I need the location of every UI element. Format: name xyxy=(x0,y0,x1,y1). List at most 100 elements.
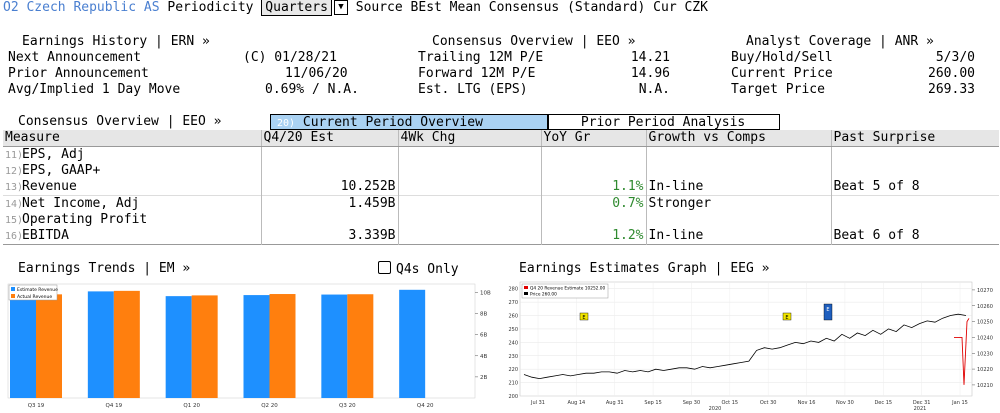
plot-area xyxy=(7,283,476,399)
earnings-trends-chart: 2B 4B 6B 8B 10B Q3 19 Q4 19 Q1 20 Q2 20 Q3 20 Q4 2… xyxy=(7,283,491,409)
legend-label-actual: Actual Revenue xyxy=(17,294,52,300)
tab-prior-period[interactable]: 21) Prior Period Analysis (Q3/20) xyxy=(548,114,780,146)
left-tick-label: 240 xyxy=(508,340,518,346)
right-tick-label: 10250 xyxy=(977,320,993,326)
table-row[interactable]: 15)Operating Profit xyxy=(3,211,999,228)
bar-estimate xyxy=(321,294,348,398)
x-tick-label: Jan 15 xyxy=(951,400,968,406)
col-est[interactable]: Q4/20 Est xyxy=(260,130,398,147)
col-surprise[interactable]: Past Surprise xyxy=(830,130,999,147)
avg-move-label: Avg/Implied 1 Day Move xyxy=(8,82,181,97)
estimate-line xyxy=(954,318,970,385)
x-tick-label: Q1 20 xyxy=(183,403,200,409)
analyst-coverage-title[interactable]: Analyst Coverage | ANR » xyxy=(746,34,934,49)
earnings-event-marker xyxy=(579,312,589,321)
table-row[interactable]: 16)EBITDA 3.339B 1.2% In-line Beat 6 of 8 xyxy=(3,227,999,245)
x-tick-label: Oct 15 xyxy=(722,400,739,406)
periodicity-label: Periodicity xyxy=(167,0,254,15)
left-tick-label: 280 xyxy=(508,287,518,293)
x-tick-label: Aug 31 xyxy=(606,400,624,406)
left-tick-label: 230 xyxy=(508,354,518,360)
next-announcement-value: (C) 01/28/21 xyxy=(243,50,337,65)
ltg-value: N.A. xyxy=(638,82,670,97)
right-tick-label: 10260 xyxy=(977,304,993,310)
consensus-overview-title[interactable]: Consensus Overview | EEO » xyxy=(432,34,636,49)
x-tick-label: Dec 31 xyxy=(913,400,931,406)
x-tick-label: Q3 20 xyxy=(339,403,356,409)
q4s-only-toggle[interactable]: Q4s Only xyxy=(378,261,459,278)
year-label: 2021 xyxy=(914,406,927,412)
bar-estimate xyxy=(10,293,36,398)
source-text: Source BEst Mean Consensus (Standard) Cu… xyxy=(355,0,708,15)
x-tick-label: Oct 30 xyxy=(760,400,777,406)
x-tick-label: Aug 14 xyxy=(568,400,586,406)
price-line xyxy=(523,313,967,380)
prior-announcement-value: 11/06/20 xyxy=(285,66,348,81)
target-price-label: Target Price xyxy=(731,82,825,97)
trailing-pe-label: Trailing 12M P/E xyxy=(418,50,544,65)
consensus-tabs-title[interactable]: Consensus Overview | EEO » xyxy=(18,114,222,129)
earnings-event-marker xyxy=(823,303,833,321)
bar-actual xyxy=(347,294,374,398)
x-tick-label: Q2 20 xyxy=(261,403,278,409)
company-name[interactable]: O2 Czech Republic AS xyxy=(3,0,160,15)
x-tick-label: Nov 30 xyxy=(836,400,854,406)
periodicity-dropdown[interactable]: Quarters xyxy=(261,0,332,16)
x-tick-label: Q3 19 xyxy=(28,403,45,409)
left-tick-label: 250 xyxy=(508,327,518,333)
bar-estimate xyxy=(165,296,192,398)
legend-swatch-estimate xyxy=(11,287,15,291)
plot-area xyxy=(519,281,973,397)
table-row[interactable]: 12)EPS, GAAP+ xyxy=(3,162,999,179)
col-yoy[interactable]: YoY Gr xyxy=(540,130,646,147)
table-header-row: Measure Q4/20 Est 4Wk Chg YoY Gr Growth … xyxy=(3,130,999,147)
x-tick-label: Sep 30 xyxy=(683,400,700,406)
table-row[interactable]: 14)Net Income, Adj 1.459B 0.7% Stronger xyxy=(3,195,999,212)
col-measure[interactable]: Measure xyxy=(3,130,261,147)
row-measure: Net Income, Adj xyxy=(22,195,140,211)
table-row[interactable]: 13)Revenue 10.252B 1.1% In-line Beat 5 of … xyxy=(3,178,999,196)
left-tick-label: 220 xyxy=(508,367,518,373)
earnings-event-label: E xyxy=(826,307,829,313)
earnings-history-title[interactable]: Earnings History | ERN » xyxy=(22,34,210,49)
legend-swatch-actual xyxy=(11,294,15,298)
year-label: 2020 xyxy=(709,406,722,412)
x-tick-label: Dec 15 xyxy=(874,400,892,406)
earnings-event-label: E xyxy=(785,315,788,321)
x-tick-label: Sep 15 xyxy=(644,400,661,406)
left-tick-label: 270 xyxy=(508,300,518,306)
x-tick-label: Q4 19 xyxy=(106,403,123,409)
legend-label-estimate: Estimate Revenue xyxy=(17,287,58,293)
legend-swatch-price xyxy=(524,292,528,295)
row-measure: Revenue xyxy=(22,178,77,194)
checkbox-icon[interactable] xyxy=(378,261,391,274)
row-measure: EBITDA xyxy=(22,227,69,243)
col-chg[interactable]: 4Wk Chg xyxy=(397,130,541,147)
legend-box xyxy=(521,283,609,299)
bar-estimate xyxy=(243,295,270,398)
prior-announcement-label: Prior Announcement xyxy=(8,66,149,81)
y-tick-label: 8B xyxy=(480,312,487,318)
bar-actual xyxy=(191,295,218,398)
target-price-value: 269.33 xyxy=(928,82,975,97)
forward-pe-label: Forward 12M P/E xyxy=(418,66,536,81)
earnings-estimates-chart: 200 210 220 230 240 250 260 270 280 10210 10220 102… xyxy=(508,281,993,412)
right-tick-label: 10230 xyxy=(977,351,993,357)
bar-estimate xyxy=(87,291,114,398)
earnings-event-label: E xyxy=(582,315,585,321)
bar-actual xyxy=(113,290,140,398)
legend-box xyxy=(8,284,58,301)
tab-current-period[interactable]: 20) Current Period Overview (Q4/20) xyxy=(270,114,548,146)
chevron-down-icon[interactable]: ▼ xyxy=(333,0,348,15)
trailing-pe-value: 14.21 xyxy=(630,50,670,65)
right-tick-label: 10210 xyxy=(977,383,993,389)
x-tick-label: Nov 16 xyxy=(798,400,816,406)
earnings-graph-title[interactable]: Earnings Estimates Graph | EEG » xyxy=(519,261,770,276)
x-tick-label: Q4 20 xyxy=(417,403,434,409)
table-row[interactable]: 11)EPS, Adj xyxy=(3,146,999,163)
legend-label-price: Price 260.00 xyxy=(530,292,557,298)
consensus-table: Measure Q4/20 Est 4Wk Chg YoY Gr Growth … xyxy=(3,130,999,245)
col-comps[interactable]: Growth vs Comps xyxy=(645,130,831,147)
earnings-trends-title[interactable]: Earnings Trends | EM » xyxy=(18,261,191,276)
buy-hold-sell-value: 5/3/0 xyxy=(935,50,975,65)
